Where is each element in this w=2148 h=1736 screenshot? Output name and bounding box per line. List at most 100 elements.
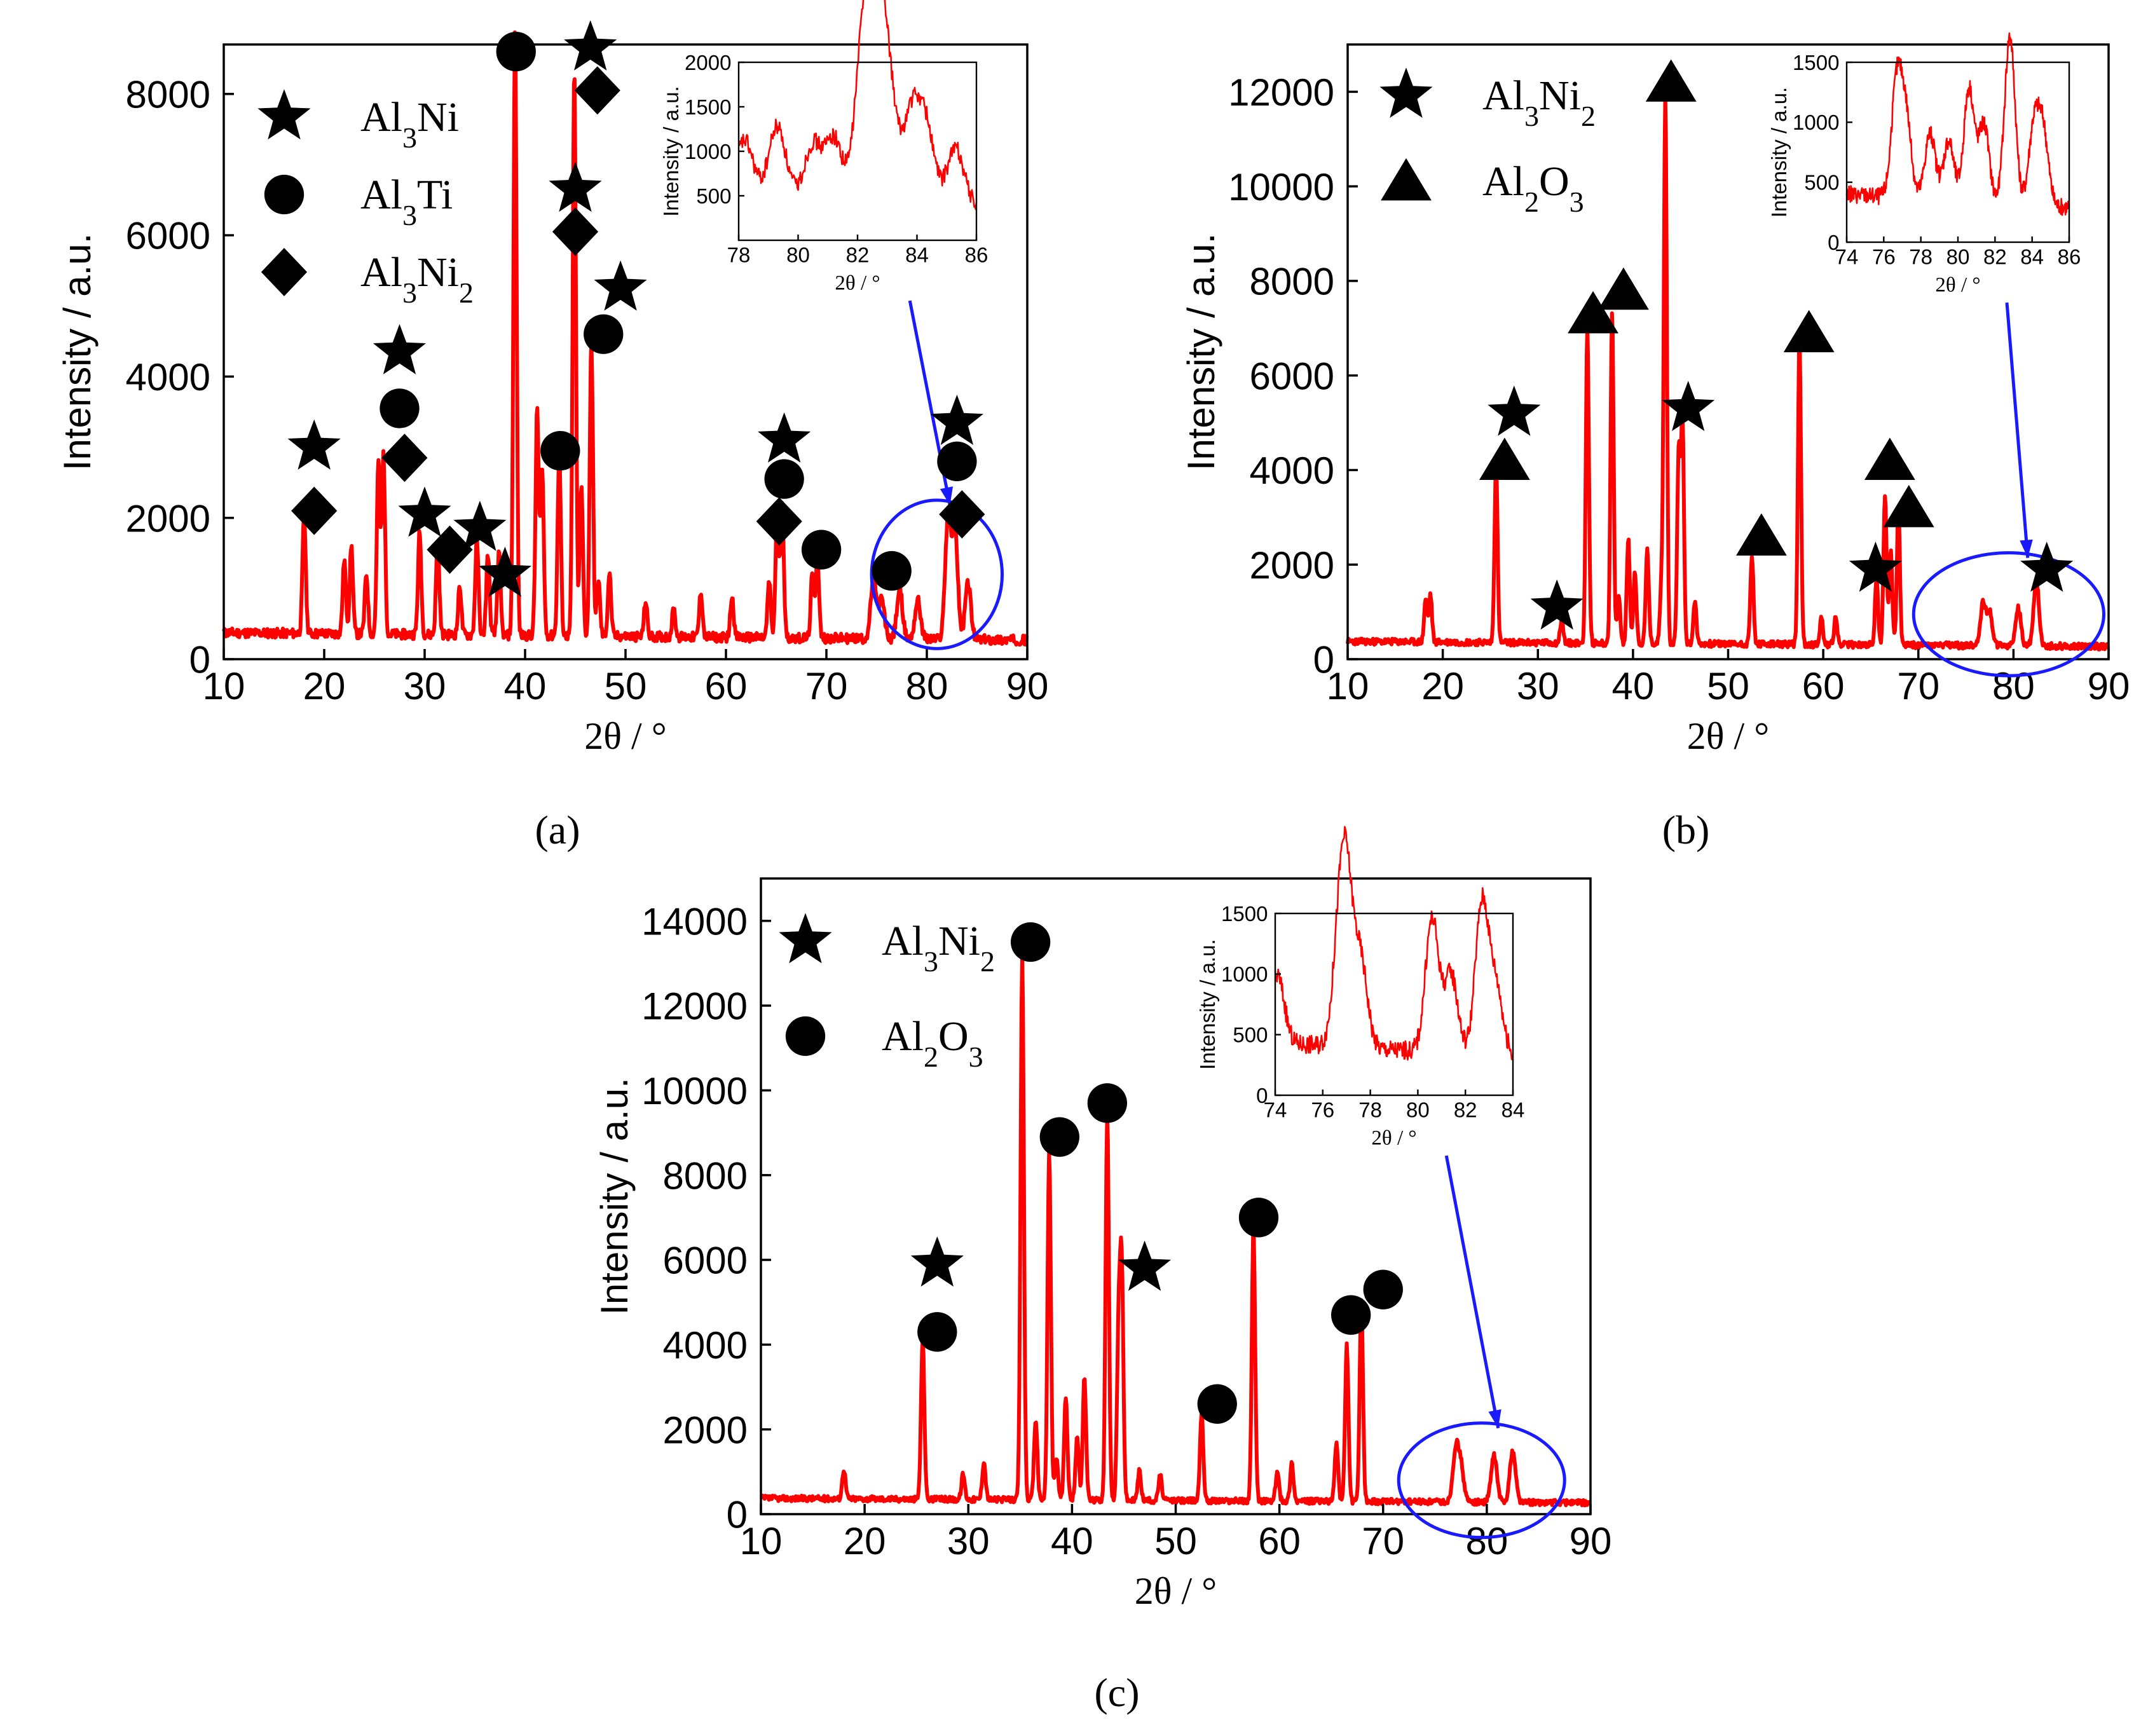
panel-c-inset-plot-frame — [1274, 912, 1514, 1097]
panel-a-x-tick-label: 10 — [203, 665, 245, 707]
panel-b-x-tick-label: 60 — [1802, 665, 1845, 707]
panel-b-inset-x-tick-label: 86 — [2058, 245, 2081, 269]
panel-a-x-tick-label: 80 — [906, 665, 948, 707]
panel-c-inset-y-axis-label: Intensity / a.u. — [1196, 939, 1219, 1069]
panel-b-y-tick-label: 6000 — [1250, 355, 1334, 397]
panel-a-y-tick-label: 6000 — [126, 215, 210, 257]
panel-c-star-marker — [1118, 1240, 1172, 1291]
panel-b-legend-label: Al3Ni2 — [1482, 72, 1596, 132]
panel-b-x-tick-label: 40 — [1612, 665, 1655, 707]
panel-c-circle-marker — [917, 1312, 957, 1352]
panel-c-circle-marker — [1087, 1083, 1127, 1123]
panel-b-y-tick-label: 0 — [1313, 639, 1334, 681]
panel-b-legend-star-icon — [1379, 67, 1433, 118]
panel-b-x-axis-label: 2θ / ° — [1687, 715, 1769, 757]
panel-c-y-tick-label: 14000 — [641, 900, 748, 943]
panel-b-y-tick-label: 4000 — [1250, 449, 1334, 492]
panel-c-inset-y-tick-label: 0 — [1256, 1084, 1268, 1107]
panel-b-x-tick-label: 80 — [1992, 665, 2035, 707]
panel-a-x-axis-label: 2θ / ° — [584, 715, 666, 757]
panel-c-inset-x-axis-label: 2θ / ° — [1371, 1127, 1416, 1150]
panel-c-y-tick-label: 8000 — [663, 1154, 748, 1197]
panel-c-arrow-head — [1488, 1409, 1502, 1428]
panel-b-triangle-marker — [1864, 437, 1915, 480]
panel-c-x-tick-label: 70 — [1362, 1520, 1404, 1562]
panel-b-arrow-head — [2020, 539, 2033, 558]
panel-c-y-axis-label: Intensity / a.u. — [593, 1077, 636, 1315]
panel-b-highlight-ellipse — [1912, 551, 2106, 678]
panel-c-y-tick-label: 12000 — [641, 985, 748, 1028]
panel-b-triangle-marker — [1883, 484, 1934, 528]
panel-c-x-tick-label: 50 — [1154, 1520, 1197, 1562]
panel-a-inset-y-tick-label: 2000 — [685, 51, 731, 74]
panel-c-legend-star-icon — [779, 913, 832, 964]
panel-c-inset-x-tick-label: 76 — [1311, 1098, 1334, 1122]
panel-b-x-tick-label: 20 — [1421, 665, 1464, 707]
panel-b-inset-x-tick-label: 80 — [1946, 245, 1970, 269]
panel-a-circle-marker — [801, 530, 842, 570]
panel-b-y-tick-label: 8000 — [1250, 261, 1334, 303]
panel-a-circle-marker — [872, 550, 912, 591]
panel-a-y-tick-label: 4000 — [126, 356, 210, 399]
panel-c-arrow-line — [1444, 1155, 1500, 1429]
panel-c-x-tick-label: 80 — [1466, 1520, 1508, 1562]
panel-a-star-marker — [930, 394, 983, 445]
panel-b-star-marker — [1488, 385, 1541, 436]
panel-b-inset-x-tick-label: 74 — [1835, 245, 1859, 269]
panel-c-inset-spectrum-line — [1274, 826, 1514, 1061]
panel-c-circle-marker — [1331, 1295, 1371, 1335]
panel-a-inset-x-tick-label: 82 — [846, 243, 870, 267]
panel-c-inset-chart: 74 76 78 80 82 84 0 500 1000 1500 2θ / ° Intensity … — [1196, 826, 1524, 1150]
panel-b-inset-y-axis-label: Intensity / a.u. — [1767, 87, 1791, 217]
panel-a-inset-x-tick-label: 84 — [905, 243, 929, 267]
panel-c-y-tick-label: 6000 — [663, 1240, 748, 1282]
panel-b-arrow-line — [2005, 302, 2030, 558]
panel-a-legend-diamond-icon — [261, 248, 308, 296]
panel-a-star-marker — [373, 324, 427, 374]
panel-b-x-tick-label: 90 — [2088, 665, 2130, 707]
panel-a-x-tick-label: 50 — [605, 665, 647, 707]
panel-c-star-marker — [910, 1236, 964, 1287]
panel-b-legend-triangle-icon — [1381, 158, 1432, 201]
panel-c-circle-marker — [1197, 1384, 1237, 1424]
panel-b-x-tick-label: 50 — [1707, 665, 1749, 707]
panel-c-inset-x-tick-label: 82 — [1454, 1098, 1477, 1122]
panel-b-star-marker — [1662, 381, 1715, 432]
panel-c-y-tick-label: 2000 — [663, 1409, 748, 1451]
panel-a-x-tick-label: 60 — [705, 665, 748, 707]
panel-a-star-marker — [287, 419, 341, 470]
panel-a-label: (a) — [535, 807, 580, 852]
panel-a-x-tick-label: 90 — [1006, 665, 1049, 707]
panel-a-star-marker — [478, 546, 531, 597]
panel-c-inset-x-tick-label: 80 — [1406, 1098, 1430, 1122]
panel-c-x-tick-label: 30 — [947, 1520, 990, 1562]
panel-c-x-tick-label: 20 — [844, 1520, 886, 1562]
panel-a-inset-y-tick-label: 500 — [696, 184, 731, 208]
panel-b-triangle-marker — [1598, 267, 1649, 310]
panel-c-x-tick-label: 60 — [1258, 1520, 1301, 1562]
panel-a-highlight-ellipse — [870, 498, 1004, 650]
panel-a-inset-x-tick-label: 80 — [786, 243, 810, 267]
panel-a-inset-y-tick-label: 1500 — [685, 95, 731, 119]
panel-b-y-tick-label: 10000 — [1228, 166, 1334, 208]
panel-b-inset-x-axis-label: 2θ / ° — [1935, 274, 1980, 297]
panel-a-inset-y-tick-label: 1000 — [685, 140, 731, 163]
panel-a-diamond-marker — [381, 434, 428, 482]
panel-a-x-tick-label: 20 — [303, 665, 346, 707]
panel-a-circle-marker — [496, 31, 536, 72]
panel-b-triangle-marker — [1783, 310, 1835, 353]
panel-a-star-marker — [549, 161, 602, 212]
panel-a-diamond-marker — [427, 525, 473, 574]
panel-c-circle-marker — [1010, 922, 1051, 962]
panel-c-inset-y-tick-label: 500 — [1233, 1023, 1268, 1047]
panel-c-chart: 10 20 30 40 50 60 70 80 900200040006000800010000… — [593, 826, 1611, 1612]
panel-a-inset-spectrum-line — [738, 0, 978, 210]
panel-a-diamond-marker — [291, 486, 338, 535]
panel-b-triangle-marker — [1479, 437, 1530, 480]
panel-a-circle-marker — [764, 459, 804, 499]
panel-c-y-tick-label: 10000 — [641, 1070, 748, 1112]
panel-b-inset-chart: 74 76 78 80 82 84 86 0 500 1000 1500 2θ / ° Intensit… — [1767, 32, 2081, 297]
panel-a-spectrum-line — [222, 30, 1029, 647]
panel-a-x-tick-label: 30 — [404, 665, 446, 707]
